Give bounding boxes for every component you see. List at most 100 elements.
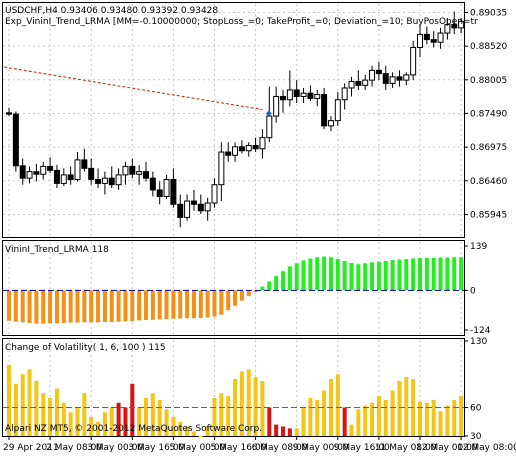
volatility-bar <box>150 393 155 436</box>
volatility-bar <box>370 402 375 436</box>
candle-body <box>375 69 382 75</box>
trend-bar <box>233 290 238 306</box>
volatility-bar <box>68 412 73 436</box>
volatility-bar <box>212 398 217 436</box>
trend-indicator-label: VininI_Trend_LRMA 118 <box>5 245 109 255</box>
candle-body <box>417 33 423 48</box>
trend-bar <box>376 261 381 291</box>
candle-body <box>115 174 122 186</box>
trend-bar <box>390 260 395 291</box>
candle-body <box>149 177 156 191</box>
volatility-bar <box>315 399 320 436</box>
candle-body <box>211 184 218 204</box>
trend-bar <box>7 290 11 321</box>
volatility-bar <box>342 407 347 436</box>
buy-arrow-marker <box>265 110 272 117</box>
trend-bar <box>137 290 142 321</box>
volatility-bar <box>356 409 361 436</box>
trend-bar <box>96 290 101 323</box>
trend-bar <box>102 290 107 323</box>
volatility-bar <box>89 417 94 436</box>
volatility-bar <box>137 407 142 436</box>
time-axis-label: 5 May 16:00 <box>211 443 267 453</box>
candle-body <box>348 80 355 89</box>
trend-bar <box>260 286 265 291</box>
trend-bar <box>171 290 176 319</box>
candle-body <box>341 87 348 101</box>
trend-bar <box>370 262 375 291</box>
volatility-bar <box>20 374 25 436</box>
trend-bar <box>226 290 231 311</box>
volatility-bar <box>82 393 87 436</box>
candle-body <box>101 177 108 184</box>
volatility-bar <box>349 424 354 436</box>
time-axis-label: 11 May 08:00 <box>375 443 437 453</box>
volatility-bar <box>96 421 101 436</box>
trend-bar <box>315 257 320 291</box>
candle-body <box>444 24 451 34</box>
trend-bar <box>185 290 190 319</box>
time-axis-label: 3 May 00:00 <box>87 443 143 453</box>
trend-bar <box>363 263 368 291</box>
price-axis-label: 0.85945 <box>470 210 507 220</box>
trend-bar <box>144 290 148 321</box>
trend-bar <box>164 290 169 320</box>
volatility-bar <box>438 411 443 436</box>
candle-body <box>12 113 19 167</box>
candle-body <box>293 89 300 97</box>
trend-bar <box>123 290 128 322</box>
volatility-bar <box>7 364 11 436</box>
price-axis-label: 0.86975 <box>470 143 507 153</box>
candle-body <box>33 171 40 175</box>
candle-body <box>410 46 417 76</box>
time-axis-label: 12 May 00:00 <box>416 443 478 453</box>
trend-bar <box>198 290 203 318</box>
volatility-bar <box>34 380 39 436</box>
trend-bar <box>109 290 114 323</box>
volatility-bar <box>301 407 306 436</box>
volatility-bar <box>130 383 135 436</box>
candle-body <box>389 76 396 84</box>
trend-bar <box>34 290 39 324</box>
trend-bar <box>418 258 422 291</box>
candle-body <box>88 167 95 180</box>
volatility-bar <box>397 380 402 436</box>
volatility-bar <box>246 369 251 436</box>
volatility-bar <box>171 417 176 436</box>
candle-body <box>430 39 437 43</box>
trend-bar <box>383 261 388 291</box>
candle-body <box>177 203 184 218</box>
price-axis-label: 0.87490 <box>470 109 507 119</box>
candle-body <box>143 171 149 179</box>
time-axis-label: 12 May 08:00 <box>457 443 516 453</box>
trend-bar <box>89 290 94 323</box>
volatility-bar <box>185 426 190 436</box>
volatility-axis-label: 30 <box>470 432 482 442</box>
candle-body <box>232 146 239 156</box>
price-axis-label: 0.88520 <box>470 42 507 52</box>
candle-body <box>252 144 259 150</box>
trend-bar <box>48 290 53 324</box>
trend-bar <box>61 290 66 323</box>
candle-body <box>81 159 88 169</box>
candle-body <box>266 115 273 139</box>
trend-bar <box>13 290 18 322</box>
candle-body <box>300 92 307 97</box>
volatility-bar <box>253 377 258 436</box>
volatility-bar <box>260 380 265 436</box>
trend-bar <box>356 264 361 291</box>
trend-bar <box>308 258 313 291</box>
volatility-bar <box>109 407 114 436</box>
volatility-bar <box>233 379 238 436</box>
candle-body <box>6 112 12 115</box>
candle-body <box>225 151 232 156</box>
candle-body <box>314 94 321 99</box>
candle-body <box>74 159 81 180</box>
volatility-bar <box>48 398 53 436</box>
volatility-bar <box>219 393 224 436</box>
candle-body <box>156 189 163 197</box>
candle-body <box>334 99 341 122</box>
volatility-bar <box>191 431 196 436</box>
volatility-bar <box>274 424 279 436</box>
candle-body <box>403 74 410 81</box>
